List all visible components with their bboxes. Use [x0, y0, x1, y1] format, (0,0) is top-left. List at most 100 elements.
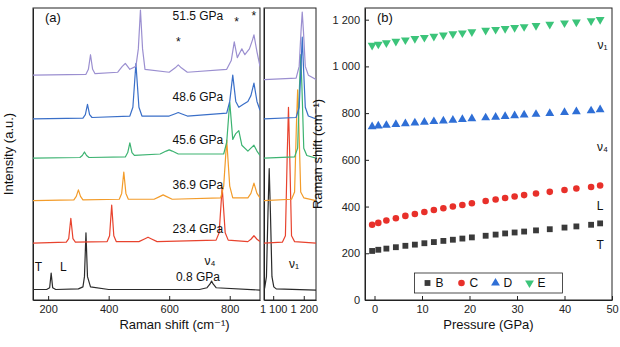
panel-title: (b): [377, 10, 393, 25]
annotation: 45.6 GPa: [173, 133, 224, 147]
x-axis-tick-mark: [612, 296, 613, 300]
point: [502, 195, 509, 202]
x-axis-line: [265, 300, 317, 301]
y-axis: [33, 9, 34, 301]
point: [547, 226, 553, 232]
point: [521, 229, 527, 235]
spectrum: [33, 140, 260, 201]
annotation: ν₄: [597, 140, 608, 154]
point: [511, 193, 518, 200]
x-axis-tick: 600: [161, 296, 179, 315]
point: [382, 120, 391, 128]
y-axis-line: [33, 9, 34, 301]
x-axis-tick-mark: [169, 296, 170, 300]
x-axis-title: Raman shift (cm⁻¹): [119, 317, 229, 332]
point: [421, 240, 427, 246]
annotation: *: [252, 9, 257, 23]
point: [467, 29, 476, 37]
x-axis-tick-label: 1 200: [290, 303, 318, 315]
spectrum: [264, 55, 316, 158]
y-axis-tick-mark: [365, 207, 369, 208]
point: [439, 116, 448, 124]
annotation: ν₄: [205, 254, 216, 268]
point: [520, 24, 529, 32]
point: [374, 42, 383, 50]
point: [483, 233, 489, 239]
point: [439, 33, 448, 41]
point: [597, 220, 603, 226]
x-axis-tick-label: 50: [606, 303, 618, 315]
point: [448, 115, 457, 123]
legend-label: C: [470, 276, 479, 290]
y-axis-tick-label: 200: [342, 247, 360, 259]
x-axis-tick-mark: [230, 296, 231, 300]
x-axis: 01020304050: [366, 296, 619, 315]
x-axis-tick: 50: [606, 296, 618, 315]
plot-frame: [264, 8, 316, 300]
annotation: ν₁: [597, 38, 607, 52]
x-axis-tick-label: 200: [39, 303, 57, 315]
point: [410, 118, 419, 126]
point: [421, 209, 428, 216]
point: [382, 40, 391, 48]
point: [521, 192, 528, 199]
x-axis-tick-label: 400: [100, 303, 118, 315]
x-axis-tick-mark: [565, 296, 566, 300]
spectrum: [33, 10, 260, 75]
point: [431, 207, 438, 214]
x-axis-tick-label: 40: [559, 303, 571, 315]
annotation: T: [596, 238, 604, 252]
point: [450, 203, 457, 210]
point: [545, 22, 554, 30]
annotation: *: [234, 15, 239, 29]
x-axis-tick: 200: [39, 296, 57, 315]
point: [572, 19, 581, 27]
y-axis-tick-label: 800: [342, 107, 360, 119]
y-axis-tick: 200: [342, 247, 369, 259]
point: [573, 224, 579, 230]
y-axis-tick-mark: [365, 160, 369, 161]
point: [481, 28, 490, 36]
x-axis-tick: 0: [372, 296, 378, 315]
y-axis-tick: 1 000: [332, 60, 369, 72]
point: [450, 237, 456, 243]
point: [560, 20, 569, 28]
point: [520, 110, 529, 118]
point: [588, 222, 594, 228]
spectrum: [264, 12, 316, 79]
point: [402, 213, 409, 220]
point: [560, 107, 569, 115]
legend-label: D: [504, 276, 513, 290]
point: [420, 117, 429, 125]
x-axis-tick-label: 30: [511, 303, 523, 315]
point: [391, 39, 400, 47]
panel: 0102030405002004006008001 0001 200ν₁ν₄LT…: [310, 8, 619, 332]
point: [482, 198, 489, 205]
marks: [264, 12, 316, 290]
point: [502, 231, 508, 237]
y-axis-tick: 600: [342, 154, 369, 166]
y-axis-tick-label: 1 000: [332, 60, 360, 72]
x-axis: 200400600800: [34, 296, 261, 315]
point: [596, 105, 605, 113]
y-axis-tick: 0: [354, 294, 369, 306]
point: [448, 31, 457, 39]
spectrum: [33, 63, 260, 118]
x-axis-tick-mark: [375, 296, 376, 300]
point: [588, 184, 595, 191]
point: [383, 246, 389, 252]
x-axis-tick: 1 200: [290, 296, 318, 315]
x-axis-tick-mark: [422, 296, 423, 300]
spectrum: [264, 107, 316, 243]
x-axis-tick-mark: [517, 296, 518, 300]
x-axis-tick-label: 1 100: [260, 303, 288, 315]
point: [369, 221, 376, 228]
point: [467, 114, 476, 122]
point: [532, 109, 541, 117]
x-axis-tick-mark: [48, 296, 49, 300]
x-axis-tick-mark: [470, 296, 471, 300]
x-axis-tick: 400: [100, 296, 118, 315]
point: [561, 187, 568, 194]
y-axis: 02004006008001 0001 200: [332, 9, 369, 307]
y-axis-tick: 400: [342, 201, 369, 213]
